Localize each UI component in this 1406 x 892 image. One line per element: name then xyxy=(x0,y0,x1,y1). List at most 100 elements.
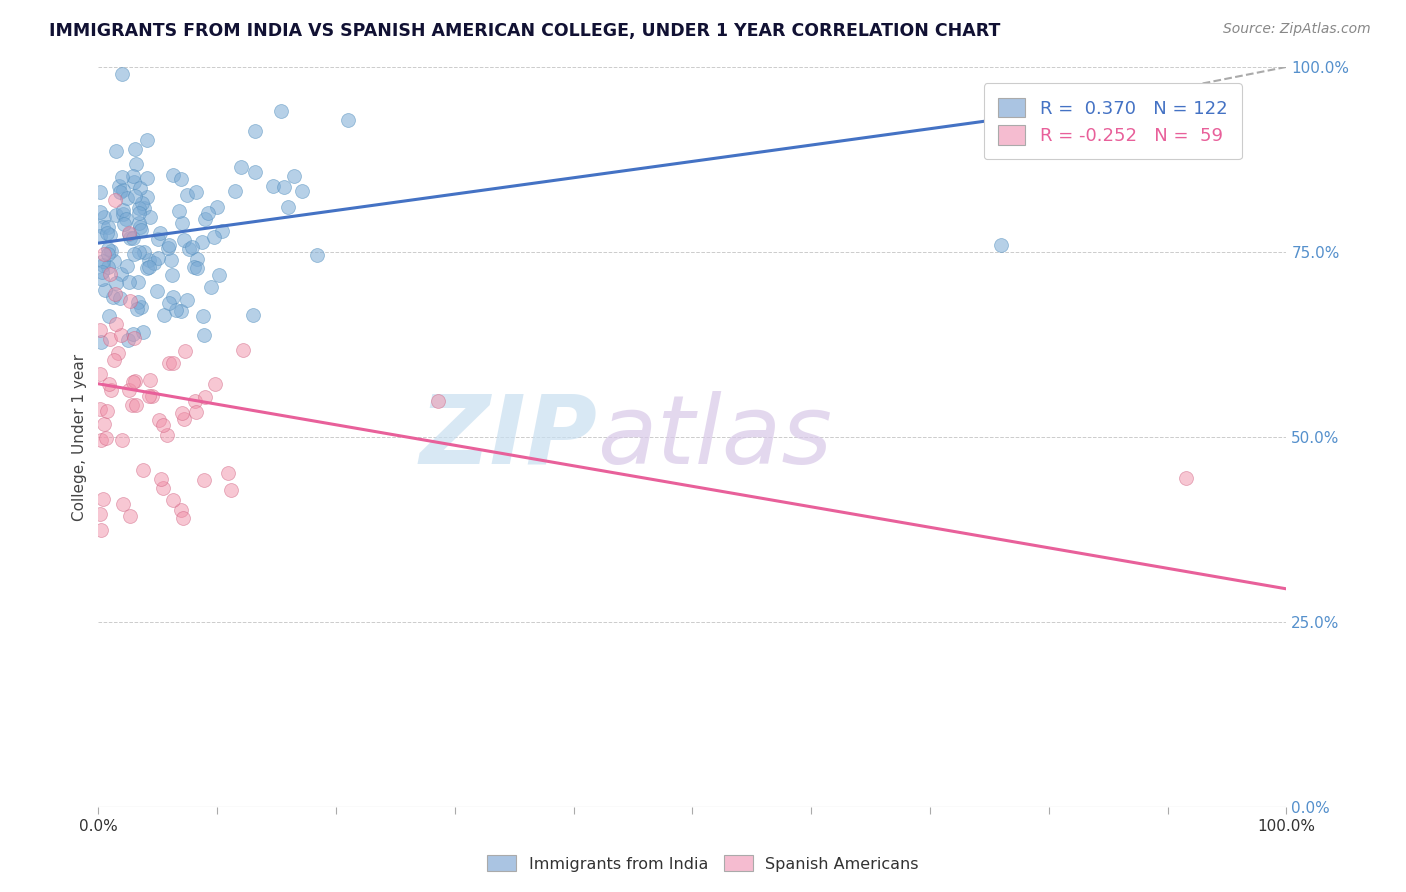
Point xyxy=(283,169,305,183)
Point xyxy=(122,246,145,260)
Point xyxy=(157,241,180,255)
Point xyxy=(128,206,150,220)
Point xyxy=(110,327,132,342)
Point xyxy=(184,394,207,409)
Point xyxy=(273,180,295,194)
Point xyxy=(172,511,194,525)
Point xyxy=(117,275,139,289)
Point xyxy=(125,398,148,412)
Point xyxy=(179,243,201,257)
Point xyxy=(117,333,139,347)
Point xyxy=(118,226,141,240)
Point xyxy=(162,492,184,507)
Point xyxy=(162,168,184,182)
Point xyxy=(208,268,231,283)
Point xyxy=(232,343,254,358)
Point xyxy=(97,242,120,256)
Point xyxy=(91,265,114,279)
Point xyxy=(150,472,173,486)
Point xyxy=(93,284,115,298)
Point xyxy=(112,217,135,231)
Point xyxy=(165,303,187,318)
Point xyxy=(173,412,195,426)
Text: atlas: atlas xyxy=(598,391,832,483)
Point xyxy=(148,413,170,427)
Point xyxy=(89,507,111,521)
Point xyxy=(91,219,114,234)
Point xyxy=(170,172,193,186)
Point xyxy=(132,244,155,259)
Point xyxy=(184,185,207,199)
Point xyxy=(124,142,146,156)
Point xyxy=(93,210,115,224)
Point xyxy=(207,201,229,215)
Point xyxy=(170,304,193,318)
Point xyxy=(129,181,152,195)
Point xyxy=(146,284,169,298)
Point xyxy=(135,261,157,276)
Point xyxy=(103,353,125,368)
Point xyxy=(135,190,157,204)
Point xyxy=(112,207,135,221)
Point xyxy=(98,228,121,243)
Point xyxy=(990,237,1012,252)
Point xyxy=(167,203,190,218)
Point xyxy=(128,219,150,234)
Point xyxy=(135,170,157,185)
Point xyxy=(162,290,184,304)
Point xyxy=(91,492,114,507)
Point xyxy=(108,178,131,193)
Point xyxy=(141,389,163,403)
Point xyxy=(129,300,152,314)
Point xyxy=(191,235,214,250)
Point xyxy=(115,212,138,227)
Point xyxy=(122,331,145,345)
Point xyxy=(104,193,127,207)
Y-axis label: College, Under 1 year: College, Under 1 year xyxy=(72,353,87,521)
Point xyxy=(176,187,198,202)
Point xyxy=(307,248,329,262)
Point xyxy=(186,261,208,276)
Point xyxy=(138,252,160,267)
Point xyxy=(127,275,149,289)
Point xyxy=(122,327,145,342)
Point xyxy=(136,133,159,147)
Point xyxy=(90,523,112,537)
Point xyxy=(204,377,226,392)
Point xyxy=(117,191,139,205)
Point xyxy=(121,399,143,413)
Point xyxy=(200,279,222,293)
Point xyxy=(89,367,111,381)
Point xyxy=(100,244,122,259)
Point xyxy=(217,467,239,481)
Point xyxy=(148,232,170,246)
Point xyxy=(127,301,149,316)
Point xyxy=(111,433,134,447)
Point xyxy=(118,227,141,242)
Point xyxy=(124,189,146,203)
Point xyxy=(118,230,141,244)
Point xyxy=(110,267,132,281)
Point xyxy=(104,209,127,223)
Point xyxy=(172,217,194,231)
Point xyxy=(124,175,146,189)
Point xyxy=(157,237,180,252)
Point xyxy=(125,157,148,171)
Point xyxy=(191,309,214,323)
Point xyxy=(176,293,198,307)
Point xyxy=(156,428,179,442)
Text: Source: ZipAtlas.com: Source: ZipAtlas.com xyxy=(1223,22,1371,37)
Point xyxy=(139,374,162,388)
Point xyxy=(132,201,155,215)
Point xyxy=(104,144,127,158)
Legend: R =  0.370   N = 122, R = -0.252   N =  59: R = 0.370 N = 122, R = -0.252 N = 59 xyxy=(984,83,1241,159)
Point xyxy=(108,291,131,305)
Point xyxy=(139,211,162,225)
Point xyxy=(128,216,150,230)
Point xyxy=(277,200,299,214)
Point xyxy=(96,431,118,445)
Point xyxy=(132,463,155,477)
Point xyxy=(89,229,111,244)
Point xyxy=(91,258,114,272)
Point xyxy=(97,377,120,392)
